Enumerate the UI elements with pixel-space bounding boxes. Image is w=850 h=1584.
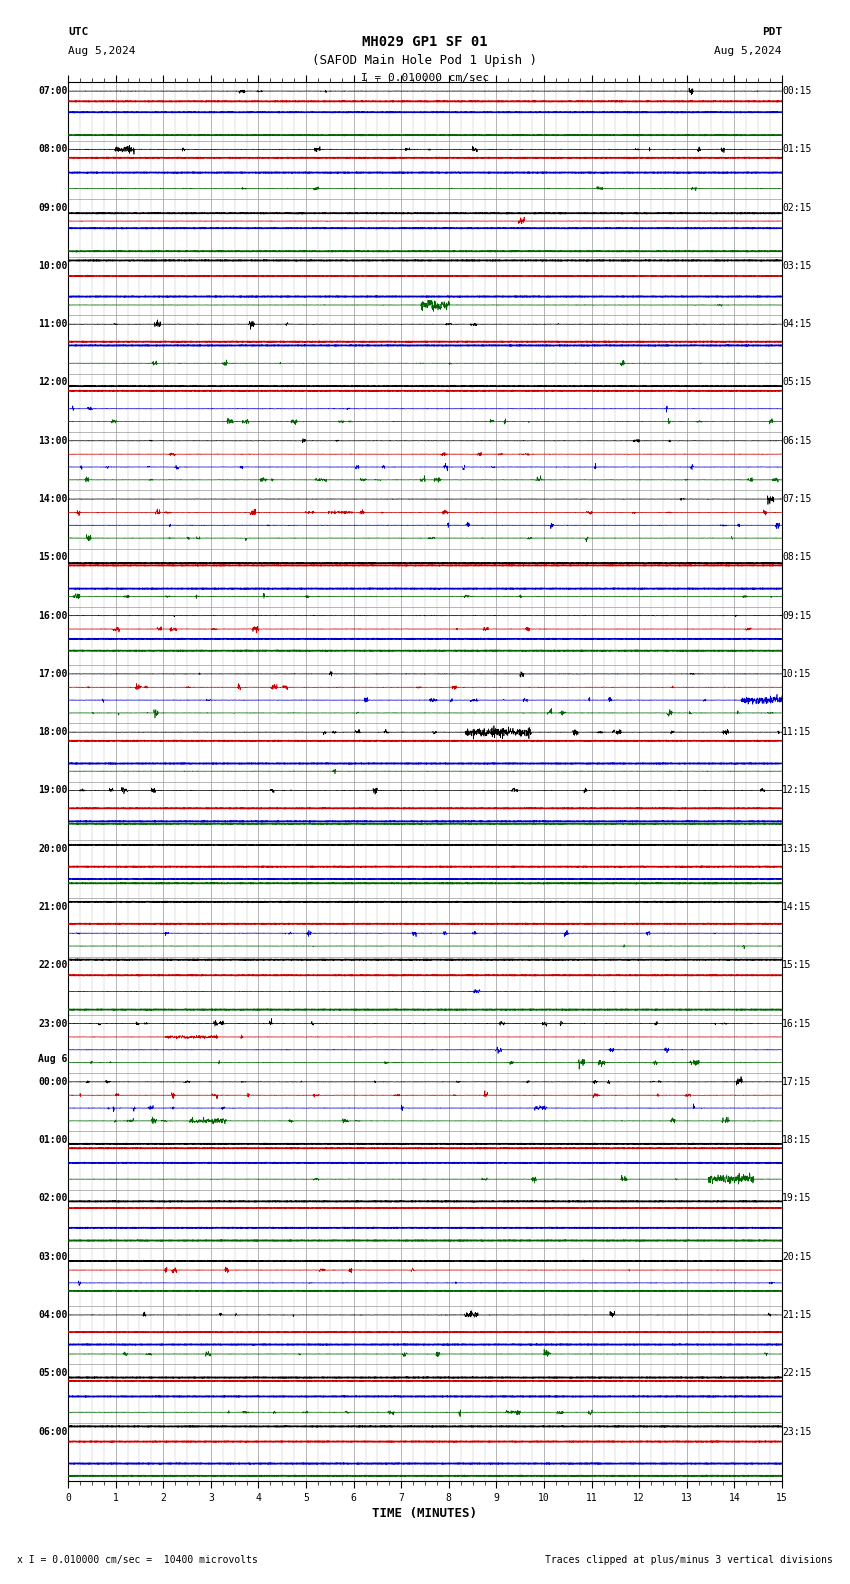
Text: 22:00: 22:00 — [38, 960, 68, 971]
Text: 04:00: 04:00 — [38, 1310, 68, 1319]
Text: 13:00: 13:00 — [38, 436, 68, 445]
Text: 19:00: 19:00 — [38, 786, 68, 795]
X-axis label: TIME (MINUTES): TIME (MINUTES) — [372, 1506, 478, 1521]
Text: 03:00: 03:00 — [38, 1251, 68, 1262]
Text: MH029 GP1 SF 01: MH029 GP1 SF 01 — [362, 35, 488, 49]
Text: Aug 5,2024: Aug 5,2024 — [715, 46, 782, 55]
Text: 18:15: 18:15 — [782, 1136, 812, 1145]
Text: 01:00: 01:00 — [38, 1136, 68, 1145]
Text: 17:00: 17:00 — [38, 668, 68, 680]
Text: 00:00: 00:00 — [38, 1077, 68, 1087]
Text: 21:00: 21:00 — [38, 901, 68, 912]
Text: 11:00: 11:00 — [38, 320, 68, 329]
Text: 18:00: 18:00 — [38, 727, 68, 737]
Text: 05:00: 05:00 — [38, 1369, 68, 1378]
Text: 09:00: 09:00 — [38, 203, 68, 212]
Text: 04:15: 04:15 — [782, 320, 812, 329]
Text: 19:15: 19:15 — [782, 1193, 812, 1204]
Text: 12:15: 12:15 — [782, 786, 812, 795]
Text: 16:00: 16:00 — [38, 610, 68, 621]
Text: Aug 5,2024: Aug 5,2024 — [68, 46, 135, 55]
Text: 10:00: 10:00 — [38, 261, 68, 271]
Text: 01:15: 01:15 — [782, 144, 812, 154]
Text: 16:15: 16:15 — [782, 1019, 812, 1028]
Text: 14:00: 14:00 — [38, 494, 68, 504]
Text: 20:15: 20:15 — [782, 1251, 812, 1262]
Text: I = 0.010000 cm/sec: I = 0.010000 cm/sec — [361, 73, 489, 82]
Text: 12:00: 12:00 — [38, 377, 68, 388]
Text: 08:00: 08:00 — [38, 144, 68, 154]
Text: Traces clipped at plus/minus 3 vertical divisions: Traces clipped at plus/minus 3 vertical … — [545, 1555, 833, 1565]
Text: PDT: PDT — [762, 27, 782, 36]
Text: 17:15: 17:15 — [782, 1077, 812, 1087]
Text: (SAFOD Main Hole Pod 1 Upish ): (SAFOD Main Hole Pod 1 Upish ) — [313, 54, 537, 67]
Text: 02:00: 02:00 — [38, 1193, 68, 1204]
Text: 09:15: 09:15 — [782, 610, 812, 621]
Text: Aug 6: Aug 6 — [38, 1055, 68, 1064]
Text: 07:15: 07:15 — [782, 494, 812, 504]
Text: 23:00: 23:00 — [38, 1019, 68, 1028]
Text: 23:15: 23:15 — [782, 1427, 812, 1437]
Text: 08:15: 08:15 — [782, 553, 812, 562]
Text: 05:15: 05:15 — [782, 377, 812, 388]
Text: 20:00: 20:00 — [38, 844, 68, 854]
Text: 22:15: 22:15 — [782, 1369, 812, 1378]
Text: 03:15: 03:15 — [782, 261, 812, 271]
Text: UTC: UTC — [68, 27, 88, 36]
Text: 07:00: 07:00 — [38, 86, 68, 97]
Text: 15:00: 15:00 — [38, 553, 68, 562]
Text: x I = 0.010000 cm/sec =  10400 microvolts: x I = 0.010000 cm/sec = 10400 microvolts — [17, 1555, 258, 1565]
Text: 06:00: 06:00 — [38, 1427, 68, 1437]
Text: 15:15: 15:15 — [782, 960, 812, 971]
Text: 00:15: 00:15 — [782, 86, 812, 97]
Text: 11:15: 11:15 — [782, 727, 812, 737]
Text: 13:15: 13:15 — [782, 844, 812, 854]
Text: 02:15: 02:15 — [782, 203, 812, 212]
Text: 14:15: 14:15 — [782, 901, 812, 912]
Text: 10:15: 10:15 — [782, 668, 812, 680]
Text: 21:15: 21:15 — [782, 1310, 812, 1319]
Text: 06:15: 06:15 — [782, 436, 812, 445]
